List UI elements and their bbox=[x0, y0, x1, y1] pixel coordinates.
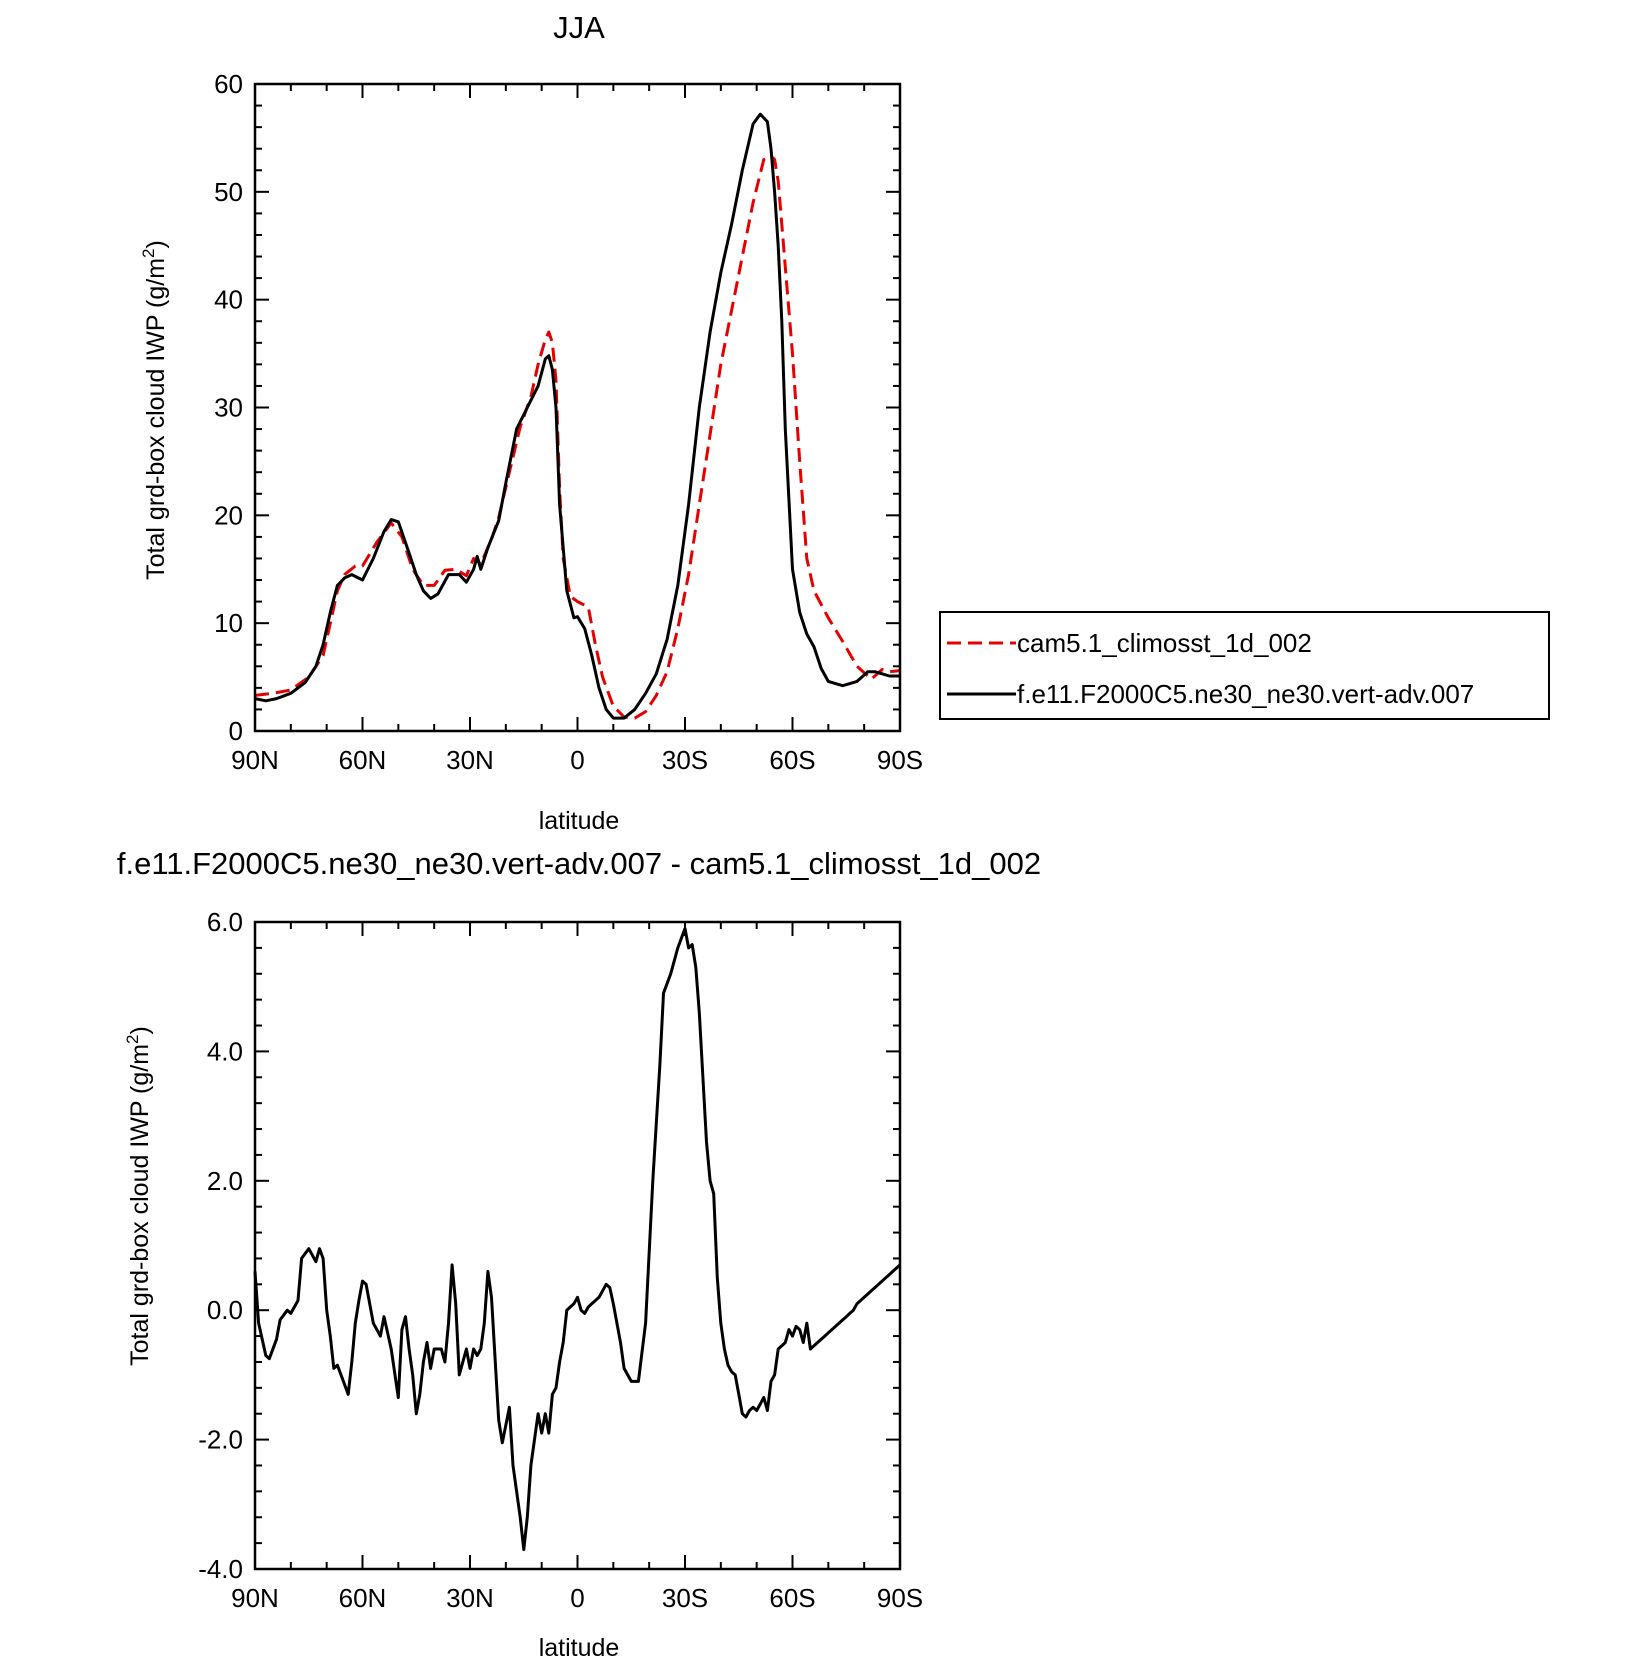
top-chart-y-tick-label: 30 bbox=[214, 393, 243, 423]
bottom-chart-x-tick-label: 90S bbox=[877, 1583, 923, 1613]
bottom-chart-y-tick-label: -4.0 bbox=[198, 1554, 243, 1584]
bottom-chart-title: f.e11.F2000C5.ne30_ne30.vert-adv.007 - c… bbox=[117, 846, 1041, 881]
top-chart-x-axis-label: latitude bbox=[539, 807, 620, 835]
top-chart-series-line-2 bbox=[254, 112, 900, 720]
top-chart-x-tick-label: 30S bbox=[662, 745, 708, 775]
bottom-chart-y-tick-label: 6.0 bbox=[207, 907, 243, 937]
top-chart-x-tick-label: 90S bbox=[877, 745, 923, 775]
top-chart-y-tick-label: 10 bbox=[214, 608, 243, 638]
top-chart: JJA Total grd-box cloud IWP (g/m2) latit… bbox=[139, 10, 1550, 835]
bottom-chart-x-tick-label: 90N bbox=[231, 1583, 279, 1613]
bottom-chart-y-axis-label-text: Total grd-box cloud IWP (g/m2) bbox=[123, 1026, 154, 1366]
bottom-chart-series-line-1 bbox=[253, 927, 901, 1552]
bottom-chart-x-tick-label: 60N bbox=[339, 1583, 387, 1613]
top-chart-x-tick-label: 60N bbox=[339, 745, 387, 775]
legend-label-cam5: cam5.1_climosst_1d_002 bbox=[1017, 628, 1312, 658]
top-chart-series-line-1 bbox=[254, 154, 901, 720]
bottom-chart-x-tick-label: 60S bbox=[769, 1583, 815, 1613]
bottom-chart-x-tick-label: 30N bbox=[446, 1583, 494, 1613]
bottom-chart-y-tick-label: 4.0 bbox=[207, 1036, 243, 1066]
top-chart-y-tick-label: 0 bbox=[229, 716, 243, 746]
bottom-chart-x-axis-label: latitude bbox=[539, 1634, 620, 1662]
top-chart-y-tick-label: 60 bbox=[214, 69, 243, 99]
top-chart-legend: cam5.1_climosst_1d_002 f.e11.F2000C5.ne3… bbox=[939, 611, 1550, 720]
legend-box bbox=[939, 611, 1550, 720]
bottom-chart-x-tick-label: 0 bbox=[570, 1583, 584, 1613]
top-chart-x-tick-label: 30N bbox=[446, 745, 494, 775]
bottom-chart-y-tick-label: -2.0 bbox=[198, 1425, 243, 1455]
top-chart-y-axis-label-text: Total grd-box cloud IWP (g/m2) bbox=[139, 240, 170, 580]
top-chart-x-tick-label: 60S bbox=[769, 745, 815, 775]
bottom-chart-x-tick-label: 30S bbox=[662, 1583, 708, 1613]
top-chart-x-tick-label: 0 bbox=[570, 745, 584, 775]
top-chart-title: JJA bbox=[553, 10, 605, 45]
top-chart-y-tick-label: 20 bbox=[214, 500, 243, 530]
bottom-chart-y-axis-label: Total grd-box cloud IWP (g/m2) bbox=[123, 1026, 154, 1366]
top-chart-y-axis-label: Total grd-box cloud IWP (g/m2) bbox=[139, 240, 170, 580]
bottom-chart: f.e11.F2000C5.ne30_ne30.vert-adv.007 - c… bbox=[117, 846, 1041, 1662]
top-chart-y-tick-label: 40 bbox=[214, 285, 243, 315]
bottom-chart-y-tick-label: 0.0 bbox=[207, 1295, 243, 1325]
top-chart-y-tick-label: 50 bbox=[214, 177, 243, 207]
top-chart-x-tick-label: 90N bbox=[231, 745, 279, 775]
legend-label-fe11: f.e11.F2000C5.ne30_ne30.vert-adv.007 bbox=[1017, 679, 1474, 709]
bottom-chart-y-tick-label: 2.0 bbox=[207, 1166, 243, 1196]
